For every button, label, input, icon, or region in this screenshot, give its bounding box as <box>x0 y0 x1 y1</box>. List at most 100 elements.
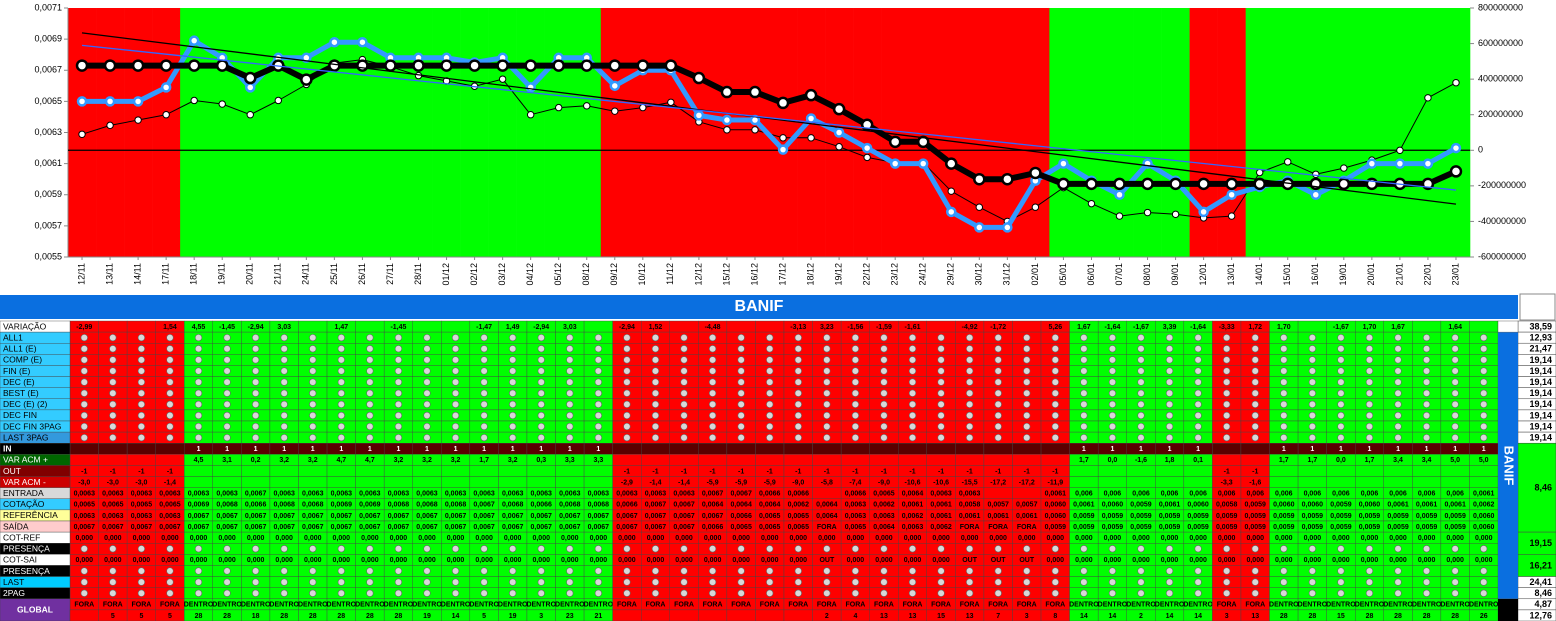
cell-text: 0,000 <box>647 557 665 564</box>
cell-text: 0,0 <box>1336 457 1346 464</box>
cell-text: 0,0060 <box>1359 502 1381 509</box>
cell-text: FORA <box>988 602 1008 609</box>
status-dot <box>366 400 374 408</box>
cell-text: 0,000 <box>904 557 922 564</box>
status-dot <box>1451 400 1459 408</box>
cell <box>1012 454 1042 466</box>
corner-box <box>1519 293 1556 321</box>
cell-text: 0,000 <box>1389 535 1407 542</box>
cell-text: -1,64 <box>1190 324 1206 331</box>
cell-text: FORA <box>703 602 723 609</box>
status-dot <box>651 422 660 431</box>
status-dot <box>908 545 917 553</box>
series-marker <box>1226 189 1237 200</box>
cell <box>612 454 642 466</box>
status-dot <box>794 378 802 386</box>
series-marker <box>246 111 254 119</box>
status-dot <box>1223 578 1231 586</box>
row-label: 2PAG <box>3 588 25 598</box>
cell <box>1183 465 1213 477</box>
row-label: FIN (E) <box>3 366 31 376</box>
series-marker <box>946 206 957 218</box>
cell-text: 0,000 <box>761 535 779 542</box>
status-dot <box>166 411 174 420</box>
cell <box>698 443 728 455</box>
status-dot <box>1308 367 1316 375</box>
cell-text: 0,0059 <box>1245 502 1267 509</box>
cell <box>441 465 471 477</box>
status-dot <box>1280 578 1288 586</box>
cell-text: 0,000 <box>190 557 208 564</box>
cell <box>755 320 785 333</box>
row-label: REFERÊNCIA <box>3 510 58 520</box>
status-dot <box>823 334 831 342</box>
status-dot <box>137 378 145 386</box>
cell <box>783 454 813 466</box>
status-dot <box>708 378 717 386</box>
status-dot <box>194 334 203 342</box>
series-marker <box>1085 177 1098 191</box>
cell-text: 0,0063 <box>302 491 324 498</box>
series-marker <box>1114 189 1125 200</box>
cell-text: DENTRO <box>1440 602 1470 609</box>
series-marker <box>1002 222 1013 233</box>
status-dot <box>708 422 717 431</box>
cell-text: -1,45 <box>390 324 406 331</box>
cell-text: -11,9 <box>1048 479 1064 486</box>
status-dot <box>680 389 688 397</box>
status-dot <box>566 411 574 420</box>
status-dot <box>194 345 203 353</box>
cell-text: -1 <box>81 468 87 475</box>
status-dot <box>1394 589 1402 597</box>
cell <box>241 476 271 488</box>
cell-text: 0,0063 <box>902 524 924 531</box>
cell <box>1069 465 1099 477</box>
row-label: LAST <box>3 577 24 587</box>
series-marker <box>524 59 537 72</box>
status-dot <box>766 345 774 353</box>
cell-text: 0,000 <box>418 535 436 542</box>
cell <box>298 476 328 488</box>
cell-text: 1 <box>368 446 372 453</box>
status-dot <box>851 334 860 342</box>
row-label: OUT <box>3 466 21 476</box>
cell <box>355 320 385 333</box>
cell-text: -1,59 <box>876 324 892 331</box>
status-dot <box>194 567 203 575</box>
status-dot <box>137 545 145 553</box>
status-dot <box>851 400 860 408</box>
series-marker <box>1366 158 1378 169</box>
status-dot <box>337 411 345 420</box>
cell-text: 0,0067 <box>302 513 324 520</box>
series-marker <box>160 82 172 93</box>
cell-text: 0,0067 <box>588 524 610 531</box>
status-dot <box>623 378 631 386</box>
cell <box>269 465 299 477</box>
status-dot <box>109 567 117 575</box>
series-marker <box>134 116 142 124</box>
status-dot <box>394 578 403 586</box>
cell <box>1354 476 1384 488</box>
cell-text: 0,0064 <box>816 513 838 520</box>
cell-text: 0,0064 <box>759 502 781 509</box>
status-dot <box>1051 367 1059 375</box>
status-dot <box>366 367 374 375</box>
cell-text: 0,000 <box>1075 535 1093 542</box>
x-tick-label: 10/12 <box>637 263 647 286</box>
status-dot <box>337 400 345 408</box>
cell-text: 0,0067 <box>473 524 495 531</box>
y-tick-label: 0,0061 <box>34 158 62 168</box>
status-dot <box>937 411 945 420</box>
cell-text: FORA <box>1045 602 1065 609</box>
cell <box>526 476 556 488</box>
cell-text: 3,3 <box>565 457 575 464</box>
cell <box>698 454 728 466</box>
cell-text: 0,0061 <box>902 502 924 509</box>
status-dot <box>851 422 860 431</box>
cell-text: 0,0063 <box>616 491 638 498</box>
status-dot <box>651 378 660 386</box>
cell-text: 0,0067 <box>245 491 267 498</box>
x-tick-label: 08/01 <box>1142 263 1152 286</box>
status-dot <box>451 345 460 353</box>
cell-text: 0,0063 <box>845 513 867 520</box>
